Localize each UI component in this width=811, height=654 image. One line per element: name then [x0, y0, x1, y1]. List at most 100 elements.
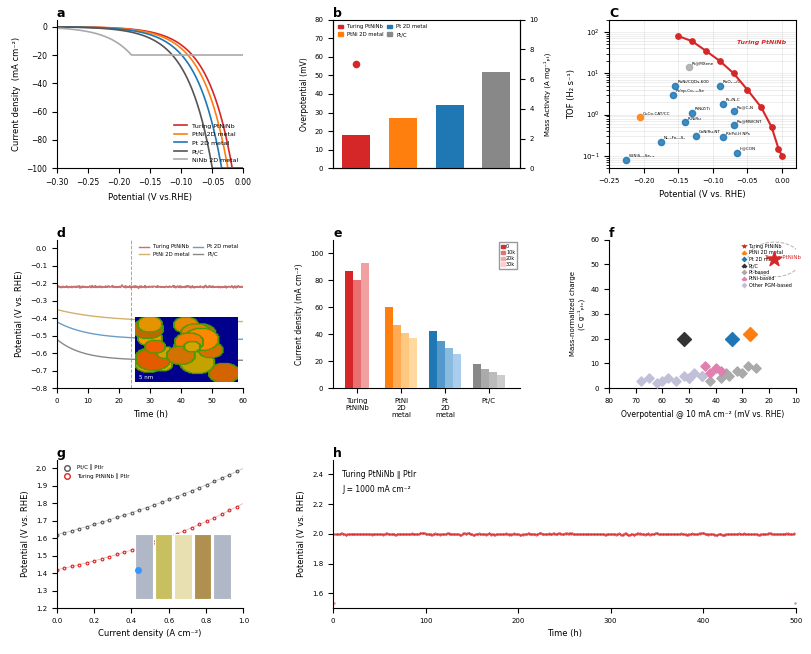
Bar: [384, 307, 393, 388]
Turing PtNiNb: [117, 281, 127, 288]
Pt 2D metal: [221, 164, 231, 172]
PtNi 2D metal: [192, 317, 202, 325]
PtNi 2D metal: [53, 23, 62, 31]
X-axis label: Time (h): Time (h): [546, 630, 581, 638]
Pt-based: [703, 375, 716, 386]
PtNi 2D metal: [209, 104, 219, 112]
Y-axis label: Mass Activity (A mg⁻¹ₚₜ): Mass Activity (A mg⁻¹ₚₜ): [543, 52, 551, 135]
Point: [443, 145, 456, 156]
Pt 2D metal: [238, 164, 248, 172]
Text: C: C: [608, 7, 617, 20]
Point: [716, 132, 729, 143]
NiNb 2D metal: [238, 51, 248, 59]
Pt/C: [52, 336, 62, 343]
Pt 2D metal: [176, 335, 186, 343]
PtNi 2D metal: [52, 23, 62, 31]
Pt/C: [209, 164, 219, 172]
Pt/C: [100, 353, 109, 361]
Other PGM-based: [634, 375, 647, 386]
Pt 2D metal: [238, 336, 248, 343]
Turing PtNiNb: [193, 283, 203, 290]
Legend: Turing PtNiNb, PtNi 2D metal, Pt 2D metal, Pt/C, Pt-based, PtNi-based, Other PGM: Turing PtNiNb, PtNi 2D metal, Pt 2D meta…: [739, 242, 792, 290]
Pt 2D metal: [53, 23, 62, 31]
Text: W-NiS₀.₅Se₀.₅: W-NiS₀.₅Se₀.₅: [629, 154, 654, 158]
Other PGM-based: [650, 378, 663, 388]
Text: d: d: [57, 226, 66, 239]
Pt-based: [735, 368, 748, 379]
Bar: [353, 280, 361, 388]
Point: [396, 142, 409, 152]
Other PGM-based: [642, 373, 654, 383]
Turing PtNiNb: [221, 133, 230, 141]
PtNi 2D metal: [85, 312, 95, 320]
NiNb 2D metal: [209, 51, 219, 59]
NiNb 2D metal: [127, 51, 136, 59]
Turing PtNiNb: [100, 283, 109, 290]
Turing PtNiNb: [162, 33, 172, 41]
Bar: [429, 332, 436, 388]
Pt/C: [161, 356, 171, 364]
Text: Ptₓ/N-C: Ptₓ/N-C: [725, 98, 740, 102]
Pt 2D metal: [100, 332, 109, 339]
Point: [712, 80, 725, 91]
X-axis label: Current density (A cm⁻²): Current density (A cm⁻²): [98, 630, 202, 638]
Turing PtNiNb: [52, 283, 62, 290]
PtNi 2D metal: [221, 154, 230, 162]
Pt/C: [676, 334, 689, 344]
PtNi 2D metal: [223, 164, 233, 172]
Point: [712, 56, 725, 66]
Point: [698, 46, 711, 56]
Pt/C: [163, 46, 173, 54]
Y-axis label: TOF (H₂ s⁻¹): TOF (H₂ s⁻¹): [566, 69, 576, 119]
Bar: [488, 372, 496, 388]
Text: CoNiRu-NT: CoNiRu-NT: [697, 130, 719, 134]
Pt 2D metal: [85, 330, 95, 337]
Pt 2D metal: [52, 23, 62, 31]
Y-axis label: Potential (V vs. RHE): Potential (V vs. RHE): [21, 490, 30, 577]
Point: [671, 31, 684, 41]
Point: [771, 143, 784, 154]
Point: [726, 68, 739, 78]
Other PGM-based: [676, 371, 689, 381]
Pt/C: [238, 164, 248, 172]
Text: Ni₀.₆Fe₀.₂S₂: Ni₀.₆Fe₀.₂S₂: [663, 136, 685, 140]
Text: R-NiRu: R-NiRu: [687, 116, 701, 120]
Pt/C: [53, 23, 62, 31]
Y-axis label: Potential (V vs. RHE): Potential (V vs. RHE): [297, 490, 306, 577]
PtNi-based: [697, 361, 710, 371]
Bar: [453, 354, 460, 388]
Pt/C: [85, 351, 95, 358]
NiNb 2D metal: [163, 51, 173, 59]
Other PGM-based: [687, 368, 700, 379]
Pt 2D metal: [209, 128, 219, 135]
Point: [684, 36, 697, 46]
X-axis label: Time (h): Time (h): [132, 409, 167, 419]
Point: [619, 154, 632, 165]
Turing PtNiNb: [134, 284, 144, 292]
Pt-based: [714, 373, 727, 383]
Turing PtNiNb: [162, 283, 172, 291]
Point: [489, 156, 502, 166]
Legend: Turing PtNiNb, PtNi 2D metal, Pt 2D metal, Pt/C: Turing PtNiNb, PtNi 2D metal, Pt 2D meta…: [136, 242, 241, 259]
X-axis label: Potential (V vs. RHE): Potential (V vs. RHE): [659, 190, 744, 199]
Bar: [401, 333, 409, 388]
Text: RuO₂₋ₚ/C: RuO₂₋ₚ/C: [722, 80, 740, 84]
Pt/C: [176, 356, 186, 364]
Point: [684, 108, 697, 118]
Pt 2D metal: [192, 335, 202, 343]
PtNi 2D metal: [238, 164, 248, 172]
Text: Pt/np-Co₀.₆₆Se: Pt/np-Co₀.₆₆Se: [675, 89, 703, 93]
Text: f: f: [608, 226, 614, 239]
Pt/C: [208, 164, 217, 172]
Pt-based: [730, 366, 743, 376]
Text: Pt@MXene: Pt@MXene: [690, 61, 713, 65]
Line: Pt/C: Pt/C: [57, 27, 243, 168]
Pt 2D metal: [163, 39, 173, 47]
Bar: [393, 325, 401, 388]
PtNi 2D metal: [166, 37, 176, 45]
Line: PtNi 2D metal: PtNi 2D metal: [57, 309, 243, 322]
Y-axis label: Overpotential (mV): Overpotential (mV): [299, 57, 308, 131]
Y-axis label: Potential (V vs. RHE): Potential (V vs. RHE): [15, 271, 24, 357]
Bar: [409, 338, 416, 388]
Pt 2D metal: [52, 318, 62, 326]
